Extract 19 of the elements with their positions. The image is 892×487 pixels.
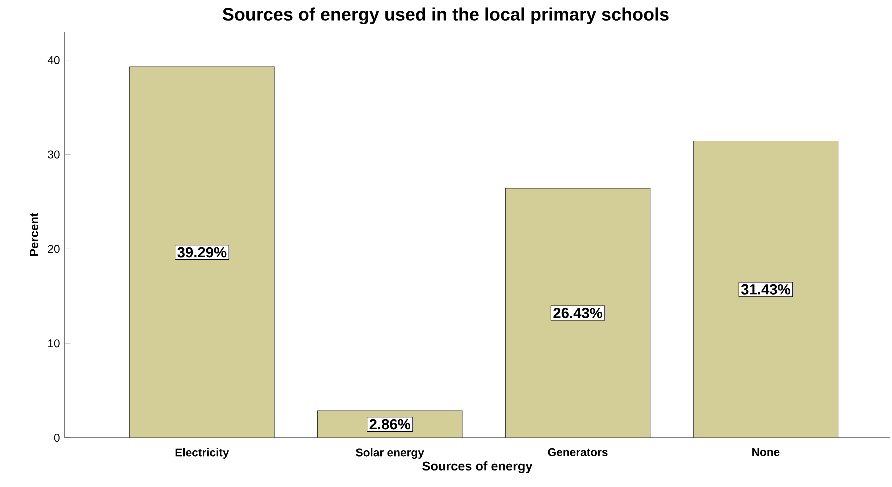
data-label: 26.43% [554,308,603,318]
data-label: 39.29% [178,247,227,258]
x-tick-label: None [752,448,780,456]
bar [693,140,839,438]
y-tick-label: 30 [48,150,60,159]
bar [505,188,651,438]
y-axis-title: Percent [30,213,39,256]
data-label: 31.43% [741,284,790,295]
y-tick-label: 20 [48,245,60,254]
x-axis-title: Sources of energy [422,462,533,474]
chart-title: Sources of energy used in the local primary schools [222,8,669,25]
y-tick-label: 10 [48,340,60,348]
x-tick-label: Generators [548,448,608,456]
bar [130,66,275,438]
y-tick-label: 0 [54,434,60,442]
x-tick-label: Solar energy [356,448,424,460]
y-tick-label: 40 [48,56,60,64]
x-tick-label: Electricity [176,448,230,459]
data-label: 2.86% [370,419,411,430]
